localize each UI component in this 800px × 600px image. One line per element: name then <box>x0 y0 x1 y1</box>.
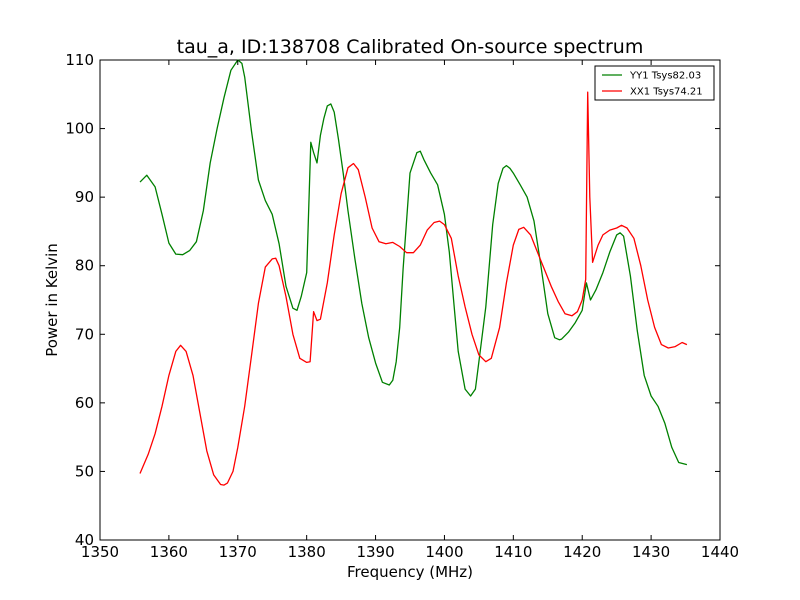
y-tick-label: 50 <box>75 462 94 480</box>
legend-label-yy1: YY1 Tsys82.03 <box>629 71 701 82</box>
y-tick-label: 100 <box>65 120 94 138</box>
series-layer <box>139 59 688 486</box>
tick-layer: 1350 1360 1370 1380 1390 1400 1410 1420 1430 1440… <box>65 51 739 561</box>
y-tick-label: 90 <box>75 188 94 206</box>
y-axis-label: Power in Kelvin <box>43 243 61 357</box>
y-tick-label: 70 <box>75 325 94 343</box>
x-tick-label: 1400 <box>425 543 463 561</box>
x-tick-label: 1390 <box>356 543 394 561</box>
x-tick-label: 1420 <box>563 543 601 561</box>
x-tick-label: 1360 <box>150 543 188 561</box>
x-tick-label: 1380 <box>288 543 326 561</box>
y-tick-label: 60 <box>75 394 94 412</box>
y-tick-label: 110 <box>65 51 94 69</box>
x-tick-label: 1440 <box>701 543 739 561</box>
x-tick-label: 1370 <box>219 543 257 561</box>
x-axis-label: Frequency (MHz) <box>347 563 473 581</box>
legend-label-xx1: XX1 Tsys74.21 <box>630 87 703 98</box>
legend: YY1 Tsys82.03 XX1 Tsys74.21 <box>594 65 715 101</box>
legend-box <box>594 65 715 101</box>
chart-title: tau_a, ID:138708 Calibrated On-source sp… <box>177 36 644 58</box>
x-tick-label: 1410 <box>494 543 532 561</box>
y-tick-label: 80 <box>75 257 94 275</box>
series-line-yy1 <box>139 59 688 466</box>
series-line-xx1 <box>139 91 688 486</box>
x-tick-label: 1350 <box>81 543 119 561</box>
x-tick-label: 1430 <box>632 543 670 561</box>
y-tick-label: 40 <box>75 531 94 549</box>
plot-area: 1350 1360 1370 1380 1390 1400 1410 1420 1430 1440… <box>65 51 739 561</box>
plot-frame <box>99 59 721 541</box>
